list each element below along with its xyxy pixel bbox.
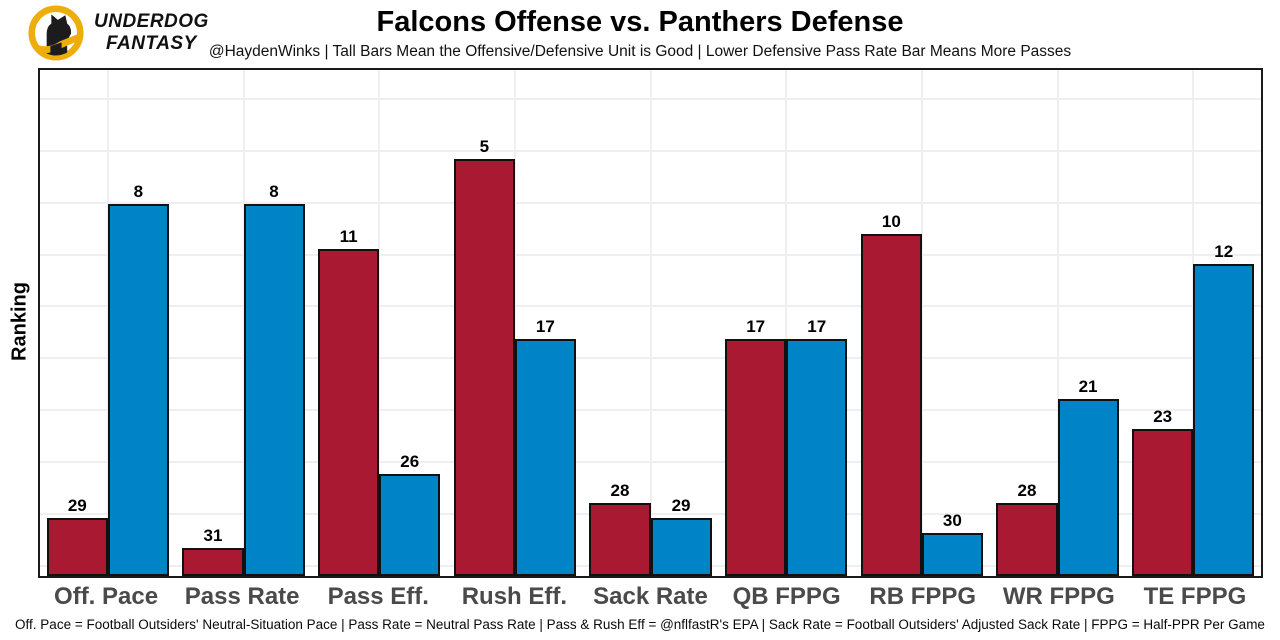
panthers-defense-bar [107, 204, 169, 576]
bar-value-label: 8 [269, 182, 279, 202]
underdog-dog-icon [28, 5, 84, 61]
bar-group: 11 26 [311, 70, 447, 576]
x-axis-labels: Off. Pace Pass Rate Pass Eff. Rush Eff. Sack… [38, 583, 1263, 611]
bar-with-label: 17 [786, 70, 848, 576]
bar-value-label: 10 [881, 212, 901, 232]
panthers-defense-bar [379, 473, 441, 576]
v-gridline [785, 70, 788, 576]
logo-line-1: UNDERDOG [94, 11, 209, 32]
bar-with-label: 5 [453, 70, 515, 576]
falcons-offense-bar [1132, 428, 1194, 576]
v-gridline [1056, 70, 1059, 576]
bar-with-label: 8 [107, 70, 169, 576]
bar-value-label: 8 [133, 182, 144, 202]
v-gridline [513, 70, 516, 576]
bar-with-label: 29 [46, 70, 108, 576]
bar-value-label: 17 [746, 316, 766, 336]
panthers-defense-bar [786, 338, 848, 576]
bar-with-label: 11 [318, 70, 380, 576]
bar-with-label: 10 [860, 70, 922, 576]
bar-value-label: 11 [339, 227, 358, 247]
bar-with-label: 29 [650, 70, 712, 576]
v-gridline [649, 70, 652, 576]
falcons-offense-bar [46, 518, 108, 576]
chart-subtitle: @HaydenWinks | Tall Bars Mean the Offens… [208, 43, 1072, 60]
bar-value-label: 29 [671, 496, 691, 516]
bar-group: 23 12 [1125, 70, 1261, 576]
bar-value-label: 28 [610, 481, 630, 501]
bar-group: 29 8 [40, 70, 176, 576]
bar-value-label: 29 [67, 496, 87, 516]
logo-line-2: FANTASY [106, 33, 197, 54]
bar-value-label: 5 [479, 137, 490, 157]
logo-wordmark: UNDERDOG FANTASY [94, 11, 209, 55]
x-axis-label: Rush Eff. [461, 583, 568, 610]
bar-with-label: 23 [1132, 70, 1194, 576]
panthers-defense-bar [921, 533, 983, 576]
underdog-fantasy-logo: UNDERDOG FANTASY [28, 5, 209, 61]
bar-with-label: 12 [1193, 70, 1255, 576]
falcons-offense-bar [996, 503, 1058, 576]
bar-group: 31 8 [176, 70, 312, 576]
bar-value-label: 28 [1017, 481, 1037, 501]
bar-with-label: 26 [379, 70, 441, 576]
bar-groups: 29 8 31 8 11 26 5 17 28 29 17 17 10 30 28 21 23 12 [40, 70, 1261, 576]
bar-value-label: 12 [1214, 242, 1234, 262]
bar-value-label: 21 [1078, 376, 1098, 396]
bar-with-label: 17 [725, 70, 787, 576]
bar-with-label: 8 [243, 70, 305, 576]
bar-with-label: 21 [1057, 70, 1119, 576]
bar-group: 28 29 [583, 70, 719, 576]
panthers-defense-bar [514, 338, 576, 576]
x-axis-label: RB FPPG [869, 583, 977, 610]
x-axis-label: Pass Rate [184, 583, 300, 610]
bar-group: 10 30 [854, 70, 990, 576]
bar-with-label: 31 [182, 70, 244, 576]
bar-with-label: 28 [589, 70, 651, 576]
v-gridline [920, 70, 923, 576]
bar-value-label: 17 [535, 316, 555, 336]
x-axis-label: Pass Eff. [327, 583, 429, 610]
bar-with-label: 30 [921, 70, 983, 576]
bar-group: 5 17 [447, 70, 583, 576]
y-axis-label: Ranking [8, 282, 31, 361]
bar-value-label: 17 [807, 316, 827, 336]
falcons-offense-bar [725, 338, 787, 576]
v-gridline [378, 70, 381, 576]
bar-value-label: 26 [400, 451, 420, 471]
plot-area: 29 8 31 8 11 26 5 17 28 29 17 17 10 30 28 21 23 12 [38, 68, 1263, 578]
x-axis-label: Off. Pace [54, 583, 159, 610]
bar-group: 28 21 [990, 70, 1126, 576]
bar-group: 17 17 [718, 70, 854, 576]
panthers-defense-bar [1193, 264, 1255, 576]
x-axis-label: QB FPPG [732, 583, 841, 610]
footnote: Off. Pace = Football Outsiders' Neutral-… [15, 617, 1265, 632]
bar-with-label: 17 [514, 70, 576, 576]
bar-value-label: 23 [1153, 406, 1173, 426]
x-axis-label: Sack Rate [593, 583, 708, 610]
bar-with-label: 28 [996, 70, 1058, 576]
falcons-offense-bar [453, 159, 515, 576]
bar-value-label: 31 [203, 526, 223, 546]
bar-value-label: 30 [942, 511, 962, 531]
panthers-defense-bar [1057, 398, 1119, 576]
falcons-offense-bar [318, 249, 380, 576]
panthers-defense-bar [650, 518, 712, 576]
chart-title: Falcons Offense vs. Panthers Defense [376, 6, 904, 38]
x-axis-label: WR FPPG [1002, 583, 1115, 610]
panthers-defense-bar [243, 204, 305, 576]
falcons-offense-bar [589, 503, 651, 576]
falcons-offense-bar [860, 234, 922, 576]
falcons-offense-bar [182, 548, 244, 576]
x-axis-label: TE FPPG [1143, 583, 1247, 610]
